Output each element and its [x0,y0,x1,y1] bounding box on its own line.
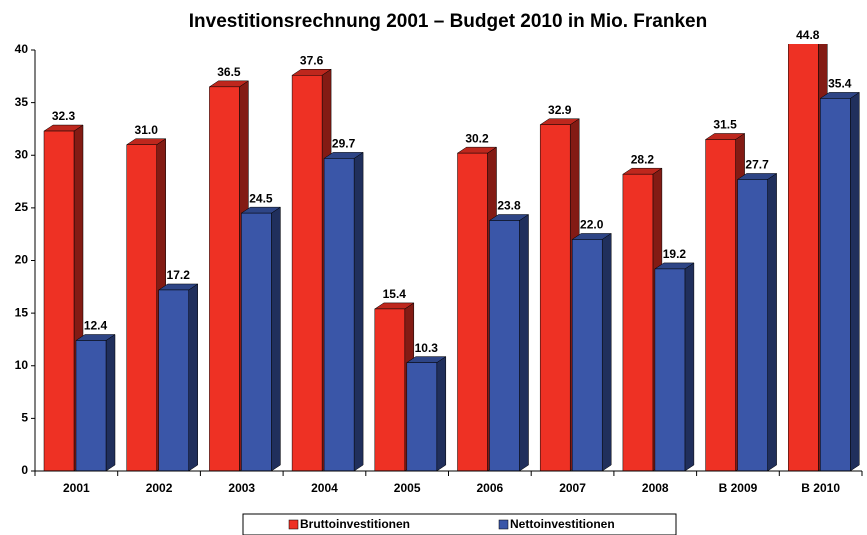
bar-front [209,86,240,472]
bar-front [654,268,686,472]
value-label: 17.2 [167,268,191,282]
x-tick-label: 2005 [394,481,421,495]
bar-side [353,151,364,472]
legend-box [242,513,677,535]
value-label: 19.2 [663,247,687,261]
bar [405,356,447,472]
bar-front [737,179,768,472]
bar-side [519,214,529,472]
value-label: 10.3 [415,341,439,355]
x-tick-label: 2002 [146,481,173,495]
value-label: 37.6 [300,53,324,67]
bar-front [406,362,438,472]
bar-front [788,44,819,472]
bar [75,334,116,472]
bar [157,283,199,472]
bar-front [457,152,488,472]
legend-swatch [498,519,509,530]
bar-front [622,173,654,472]
x-tick-label: B 2009 [719,481,758,495]
chart-title: Investitionsrechnung 2001 – Budget 2010 … [189,11,707,32]
y-tick-label: 0 [21,463,28,477]
bar-front [374,308,406,472]
y-tick-label: 35 [15,95,29,109]
x-tick-label: 2001 [63,481,90,495]
y-tick-label: 5 [21,411,28,425]
x-tick-label: 2008 [642,481,669,495]
bar-front [75,340,107,472]
bar [571,232,613,472]
x-tick-label: B 2010 [801,481,840,495]
value-label: 24.5 [249,191,273,205]
value-label: 31.0 [135,123,159,137]
value-label: 35.4 [828,77,852,91]
bar-front [539,124,571,472]
legend-label: Bruttoinvestitionen [300,517,410,531]
bar [819,91,861,472]
bar-front [323,158,355,472]
bar-side [188,283,198,472]
legend-swatch [288,519,299,530]
value-label: 36.5 [217,65,241,79]
bar-front [705,139,736,472]
x-tick-label: 2003 [228,481,255,495]
bar-side [271,206,281,472]
legend-label: Nettoinvestitionen [510,517,615,531]
value-label: 15.4 [383,287,407,301]
value-label: 22.0 [580,218,604,232]
bar-side [601,232,612,472]
bar-front [43,130,75,472]
bar-side [436,356,447,472]
bar-side [850,91,860,472]
value-label: 31.5 [713,118,737,132]
bar [240,206,282,472]
value-label: 12.4 [84,319,108,333]
bar-front [126,144,157,472]
y-tick-label: 15 [15,305,29,319]
bar [736,172,778,472]
value-label: 27.7 [745,158,769,172]
bar-side [105,334,116,472]
x-tick-label: 2007 [559,481,586,495]
bar-side [684,262,695,472]
bar [488,214,530,472]
value-label: 29.7 [332,137,356,151]
x-tick-label: 2004 [311,481,338,495]
bar-front [571,239,603,472]
value-label: 32.9 [548,103,572,117]
bar-front [820,98,851,472]
value-label: 28.2 [631,152,655,166]
y-tick-label: 30 [15,147,29,161]
y-tick-label: 20 [15,253,29,267]
bar [323,151,364,472]
bar-front [241,212,272,472]
value-label: 23.8 [497,199,521,213]
bar [654,262,695,472]
bar-front [158,289,189,472]
y-tick-label: 40 [15,42,29,56]
y-tick-label: 10 [15,358,29,372]
bar-front [489,220,520,472]
value-label: 30.2 [465,131,489,145]
x-tick-label: 2006 [476,481,503,495]
value-label: 32.3 [52,109,76,123]
y-tick-label: 25 [15,200,29,214]
bar-side [767,172,777,472]
plot [43,44,861,472]
value-label: 44.8 [796,28,820,42]
bar-front [291,75,323,472]
